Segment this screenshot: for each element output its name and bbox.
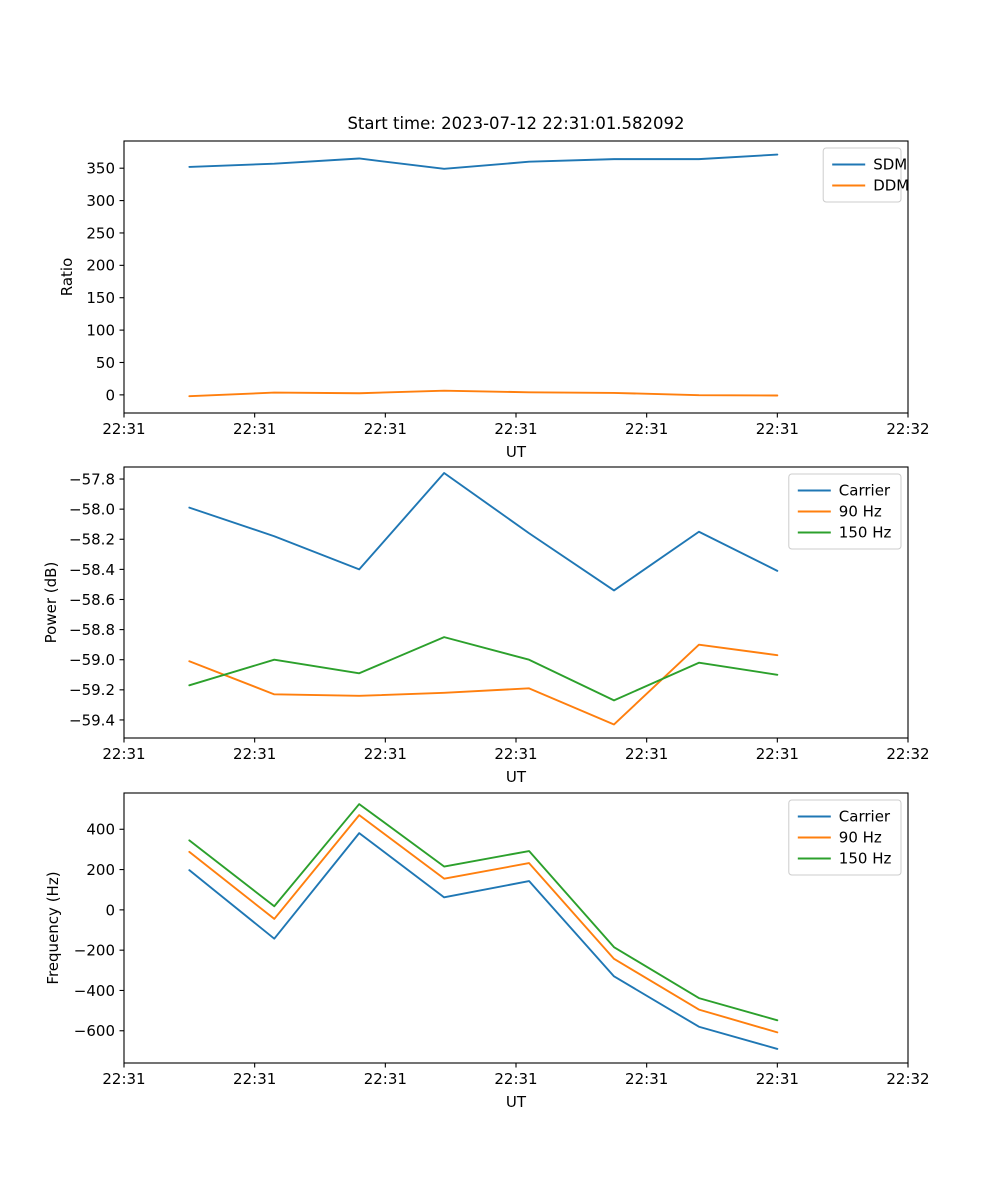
x-tick-label: 22:31	[233, 1070, 276, 1088]
legend-label-90-hz: 90 Hz	[839, 503, 882, 521]
x-tick-label: 22:31	[494, 745, 537, 763]
legend-panel-1: SDM DDM	[822, 147, 909, 203]
x-tick-label: 22:31	[102, 745, 145, 763]
legend-label-carrier: Carrier	[839, 482, 891, 500]
y-tick-label: −58.2	[69, 531, 115, 549]
y-tick-label: 400	[86, 821, 115, 839]
legend-label-sdm: SDM	[873, 156, 907, 174]
x-tick-label: 22:31	[233, 745, 276, 763]
series-line-ddm	[188, 389, 779, 398]
y-axis-label: Ratio	[58, 258, 76, 297]
y-tick-label: 200	[86, 861, 115, 879]
y-tick-label: −57.8	[69, 470, 115, 488]
x-axis-label: UT	[506, 443, 527, 461]
y-tick-label: −58.4	[69, 561, 115, 579]
legend-label-150-hz: 150 Hz	[839, 524, 892, 542]
legend-panel-3: Carrier 90 Hz 150 Hz	[788, 799, 902, 876]
y-tick-label: 100	[86, 322, 115, 340]
y-tick-label: −59.2	[69, 681, 115, 699]
y-tick-label: −400	[74, 982, 115, 1000]
series-line-carrier	[188, 832, 779, 1050]
series-line-sdm	[188, 153, 779, 170]
x-tick-label: 22:31	[625, 1070, 668, 1088]
axes-panel-3: 22:31 22:31 22:31 22:31 22:31 22:31 22:32 −600 −…	[44, 792, 930, 1111]
x-tick-label: 22:31	[756, 420, 799, 438]
y-tick-label: −59.0	[69, 651, 115, 669]
x-axis-label: UT	[506, 1093, 527, 1111]
y-axis-label: Frequency (Hz)	[44, 871, 62, 984]
x-tick-label: 22:31	[756, 745, 799, 763]
x-axis-label: UT	[506, 768, 527, 786]
x-tick-label: 22:31	[364, 1070, 407, 1088]
y-tick-label: 200	[86, 257, 115, 275]
y-tick-label: 350	[86, 160, 115, 178]
x-tick-label: 22:31	[625, 745, 668, 763]
y-tick-label: 0	[105, 386, 115, 404]
legend-frame	[822, 147, 902, 203]
y-tick-label: −59.4	[69, 711, 115, 729]
x-tick-label: 22:31	[494, 1070, 537, 1088]
x-tick-label: 22:31	[756, 1070, 799, 1088]
x-tick-label: 22:31	[494, 420, 537, 438]
legend-panel-2: Carrier 90 Hz 150 Hz	[788, 473, 902, 550]
plot-frame	[123, 140, 909, 414]
x-tick-label: 22:32	[886, 1070, 929, 1088]
y-tick-label: −58.8	[69, 621, 115, 639]
x-tick-label: 22:31	[364, 420, 407, 438]
x-tick-label: 22:31	[364, 745, 407, 763]
y-tick-label: 300	[86, 192, 115, 210]
x-tick-label: 22:31	[625, 420, 668, 438]
legend-label-carrier: Carrier	[839, 808, 891, 826]
series-line-90-hz	[188, 643, 779, 726]
series-line-150-hz	[188, 803, 779, 1022]
legend-label-90-hz: 90 Hz	[839, 829, 882, 847]
legend-label-ddm: DDM	[873, 177, 909, 195]
axes-panel-2: 22:31 22:31 22:31 22:31 22:31 22:31 22:32 −59.4…	[42, 466, 930, 786]
x-tick-label: 22:32	[886, 745, 929, 763]
chart-title: Start time: 2023-07-12 22:31:01.582092	[347, 114, 684, 133]
series-line-carrier	[188, 472, 779, 592]
x-tick-label: 22:31	[102, 1070, 145, 1088]
legend-frame	[788, 473, 902, 550]
y-tick-label: −58.6	[69, 591, 115, 609]
legend-label-150-hz: 150 Hz	[839, 850, 892, 868]
axes-panel-1: 22:31 22:31 22:31 22:31 22:31 22:31 22:32 0 50 10…	[58, 114, 930, 461]
y-tick-label: 0	[105, 901, 115, 919]
x-tick-label: 22:31	[102, 420, 145, 438]
y-tick-label: −200	[74, 942, 115, 960]
y-tick-label: 250	[86, 224, 115, 242]
y-axis-label: Power (dB)	[42, 562, 60, 644]
x-tick-label: 22:31	[233, 420, 276, 438]
legend-frame	[788, 799, 902, 876]
y-tick-label: −58.0	[69, 501, 115, 519]
series-line-90-hz	[188, 814, 779, 1034]
y-tick-label: 150	[86, 289, 115, 307]
y-tick-label: 50	[96, 354, 115, 372]
x-tick-label: 22:32	[886, 420, 929, 438]
series-line-150-hz	[188, 636, 779, 702]
y-tick-label: −600	[74, 1022, 115, 1040]
